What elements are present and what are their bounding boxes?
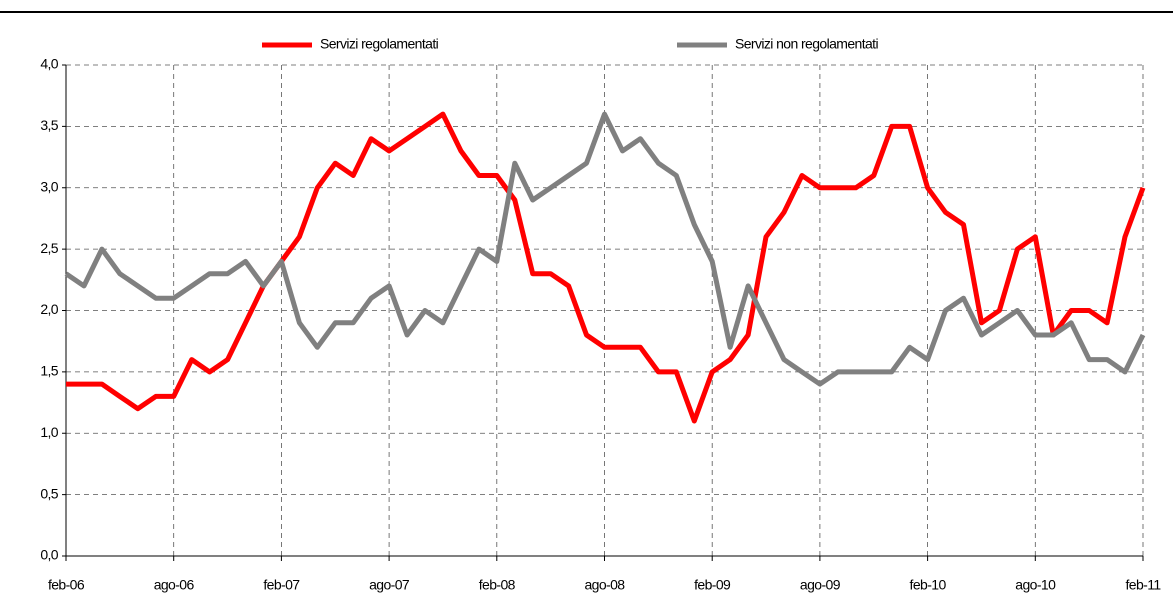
x-tick-label: ago-10 [1015, 577, 1056, 593]
x-tick-label: feb-09 [694, 577, 731, 593]
y-tick-label: 4,0 [40, 56, 58, 72]
x-tick-label: ago-06 [154, 577, 195, 593]
x-tick-label: ago-09 [800, 577, 841, 593]
y-tick-label: 0,5 [40, 485, 58, 501]
x-tick-label: feb-11 [1125, 577, 1161, 593]
y-tick-label: 2,0 [40, 301, 58, 317]
y-tick-label: 0,0 [40, 547, 58, 563]
x-tick-label: ago-07 [369, 577, 410, 593]
legend-label: Servizi regolamentati [320, 36, 439, 52]
x-tick-label: feb-07 [263, 577, 300, 593]
x-tick-label: feb-10 [910, 577, 947, 593]
legend-label: Servizi non regolamentati [735, 36, 878, 52]
y-tick-label: 3,0 [40, 178, 58, 194]
y-tick-label: 1,5 [40, 363, 58, 379]
x-tick-label: feb-06 [48, 577, 85, 593]
series-line [66, 111, 1146, 424]
y-tick-label: 2,5 [40, 240, 58, 256]
x-tick-label: feb-08 [479, 577, 516, 593]
y-tick-label: 3,5 [40, 117, 58, 133]
series-line [64, 111, 1146, 387]
x-tick-label: ago-08 [585, 577, 626, 593]
y-tick-label: 1,0 [40, 424, 58, 440]
